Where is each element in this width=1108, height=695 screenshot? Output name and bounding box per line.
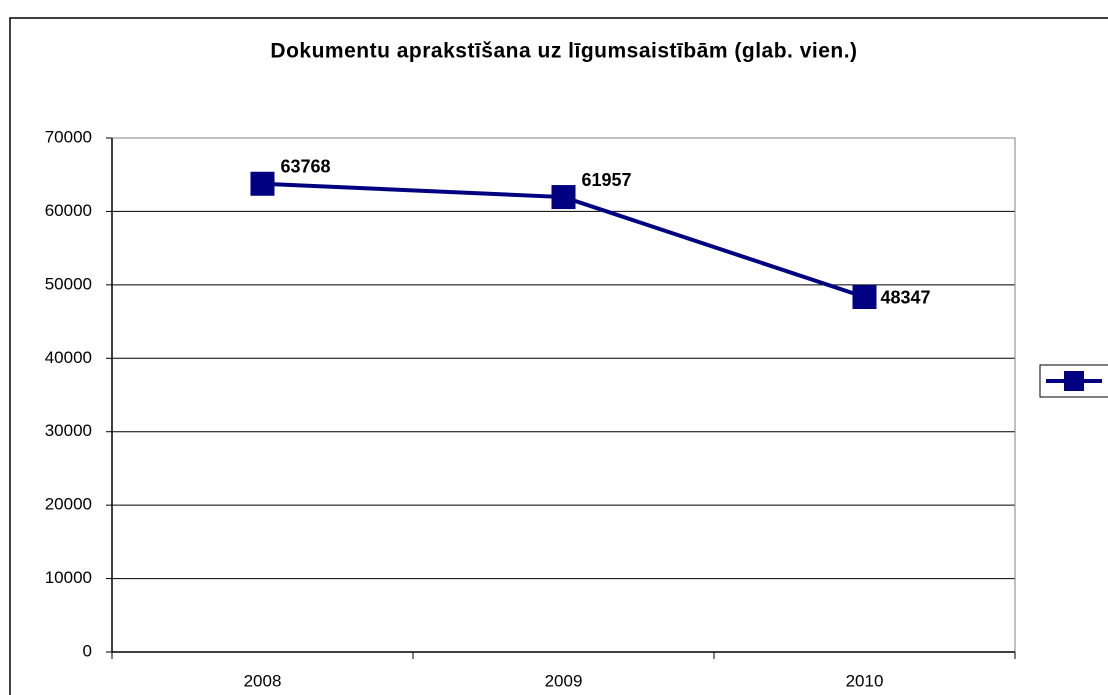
chart-border: [9, 17, 1108, 695]
marker: [551, 185, 576, 210]
y-tick-label: 70000: [45, 127, 92, 146]
y-tick-label: 50000: [45, 274, 92, 293]
data-label: 63768: [281, 157, 331, 177]
x-tick-label: 2009: [545, 671, 583, 690]
y-tick-label: 10000: [45, 568, 92, 587]
legend-marker: [1064, 371, 1084, 391]
data-label: 48347: [881, 288, 931, 308]
y-tick-label: 60000: [45, 201, 92, 220]
marker: [250, 171, 275, 196]
data-label: 61957: [582, 170, 632, 190]
y-tick-label: 30000: [45, 421, 92, 440]
marker: [852, 284, 877, 309]
x-tick-label: 2010: [846, 671, 884, 690]
chart-title: Dokumentu aprakstīšana uz līgumsaistībām…: [270, 40, 857, 63]
y-tick-label: 40000: [45, 348, 92, 367]
legend: [1039, 364, 1108, 398]
x-tick-label: 2008: [244, 671, 282, 690]
y-tick-label: 20000: [45, 495, 92, 514]
y-tick-label: 0: [83, 641, 92, 660]
